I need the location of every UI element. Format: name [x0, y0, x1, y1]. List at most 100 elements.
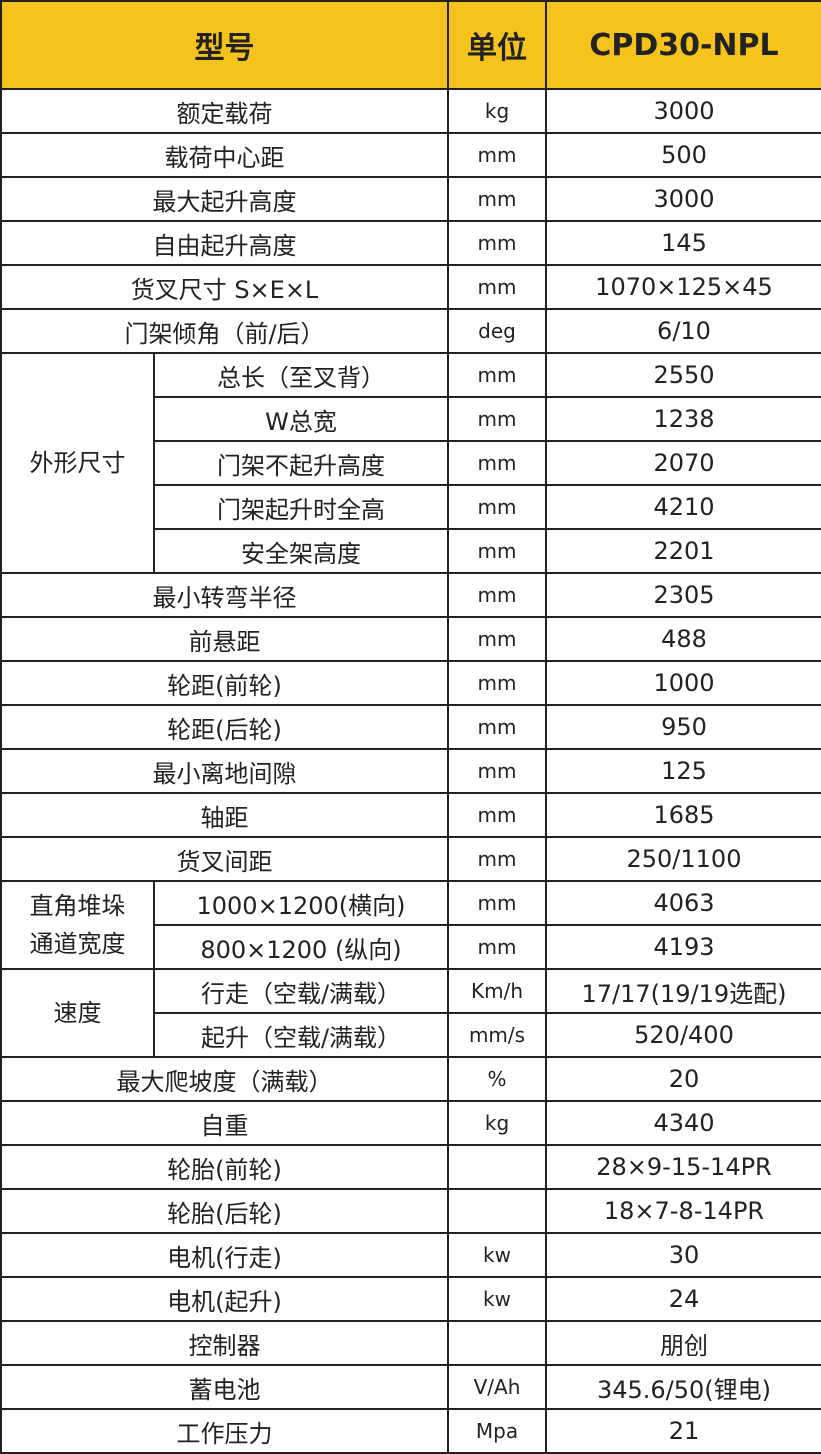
item-name: 最大起升高度	[0, 176, 449, 222]
row: 外形尺寸 总长（至叉背） mm 2550	[0, 352, 821, 574]
header-row: 型号 单位 CPD30-NPL	[0, 0, 821, 90]
value: 520/400	[545, 1012, 821, 1058]
unit: mm	[447, 836, 547, 882]
row: 门架不起升高度 mm 2070	[1, 440, 821, 486]
value: 18×7-8-14PR	[545, 1188, 821, 1234]
value: 4063	[545, 880, 821, 926]
row: 前悬距 mm 488	[0, 616, 821, 662]
row: 最小转弯半径 mm 2305	[0, 572, 821, 618]
value: 250/1100	[545, 836, 821, 882]
item-name: 800×1200 (纵向)	[153, 924, 449, 970]
value: 1070×125×45	[545, 264, 821, 310]
unit: mm	[447, 132, 547, 178]
unit: kw	[447, 1232, 547, 1278]
item-name: 最大爬坡度（满载）	[0, 1056, 449, 1102]
unit: mm	[447, 704, 547, 750]
value: 2201	[545, 528, 821, 574]
row: 蓄电池 V/Ah 345.6/50(锂电)	[0, 1364, 821, 1410]
row: 起升（空载/满载） mm/s 520/400	[1, 1012, 821, 1058]
value: 3000	[545, 176, 821, 222]
item-name: 最小离地间隙	[0, 748, 449, 794]
row: 轮胎(后轮) 18×7-8-14PR	[0, 1188, 821, 1234]
row: 800×1200 (纵向) mm 4193	[1, 924, 821, 970]
item-name: 总长（至叉背）	[153, 352, 449, 398]
unit: mm	[447, 792, 547, 838]
value: 488	[545, 616, 821, 662]
value: 1685	[545, 792, 821, 838]
value: 145	[545, 220, 821, 266]
item-name: 轮距(前轮)	[0, 660, 449, 706]
row: 载荷中心距 mm 500	[0, 132, 821, 178]
item-name: 前悬距	[0, 616, 449, 662]
unit: kg	[447, 88, 547, 134]
row: 轮距(后轮) mm 950	[0, 704, 821, 750]
item-name: 蓄电池	[0, 1364, 449, 1410]
group-name: 外形尺寸	[0, 352, 155, 574]
value: 4210	[545, 484, 821, 530]
item-name: 门架起升时全高	[153, 484, 449, 530]
unit: Km/h	[447, 968, 547, 1014]
header-cell: 型号	[0, 0, 449, 90]
item-name: 电机(行走)	[0, 1232, 449, 1278]
value: 4340	[545, 1100, 821, 1146]
value: 2305	[545, 572, 821, 618]
unit: mm	[447, 440, 547, 486]
value: 500	[545, 132, 821, 178]
unit: mm	[447, 264, 547, 310]
group-name: 直角堆垛 通道宽度	[0, 880, 155, 970]
item-name: 1000×1200(横向)	[153, 880, 449, 926]
value: 3000	[545, 88, 821, 134]
item-name: 工作压力	[0, 1408, 449, 1454]
value: 950	[545, 704, 821, 750]
item-name: 自重	[0, 1100, 449, 1146]
value: 20	[545, 1056, 821, 1102]
row: 工作压力 Mpa 21	[0, 1408, 821, 1454]
value: 28×9-15-14PR	[545, 1144, 821, 1190]
unit: deg	[447, 308, 547, 354]
row: 轮胎(前轮) 28×9-15-14PR	[0, 1144, 821, 1190]
row: 轴距 mm 1685	[0, 792, 821, 838]
item-name: 门架不起升高度	[153, 440, 449, 486]
value: 17/17(19/19选配)	[545, 968, 821, 1014]
unit: mm	[447, 660, 547, 706]
row: 自由起升高度 mm 145	[0, 220, 821, 266]
row: 安全架高度 mm 2201	[1, 528, 821, 574]
header-cell: 单位	[447, 0, 547, 90]
item-name: 载荷中心距	[0, 132, 449, 178]
row: W总宽 mm 1238	[1, 396, 821, 442]
group-name: 速度	[0, 968, 155, 1058]
unit: mm	[447, 220, 547, 266]
item-name: 轮胎(后轮)	[0, 1188, 449, 1234]
row: 速度 行走（空载/满载） Km/h 17/17(19/19选配)	[0, 968, 821, 1058]
item-name: 起升（空载/满载）	[153, 1012, 449, 1058]
unit	[447, 1144, 547, 1190]
unit	[447, 1320, 547, 1366]
item-name: 货叉尺寸 S×E×L	[0, 264, 449, 310]
item-name: 货叉间距	[0, 836, 449, 882]
unit: mm	[447, 748, 547, 794]
unit: mm	[447, 572, 547, 618]
row: 门架起升时全高 mm 4210	[1, 484, 821, 530]
header-cell: CPD30-NPL	[545, 0, 821, 90]
value: 4193	[545, 924, 821, 970]
item-name: 电机(起升)	[0, 1276, 449, 1322]
item-name: 门架倾角（前/后）	[0, 308, 449, 354]
row: 控制器 朋创	[0, 1320, 821, 1366]
unit: kg	[447, 1100, 547, 1146]
value: 1000	[545, 660, 821, 706]
value: 6/10	[545, 308, 821, 354]
row: 门架倾角（前/后） deg 6/10	[0, 308, 821, 354]
unit: mm	[447, 352, 547, 398]
row: 货叉尺寸 S×E×L mm 1070×125×45	[0, 264, 821, 310]
row: 最大爬坡度（满载）% 20	[0, 1056, 821, 1102]
value: 2550	[545, 352, 821, 398]
value: 1238	[545, 396, 821, 442]
unit: mm/s	[447, 1012, 547, 1058]
unit: mm	[447, 528, 547, 574]
row: 货叉间距 mm 250/1100	[0, 836, 821, 882]
item-name: W总宽	[153, 396, 449, 442]
unit: kw	[447, 1276, 547, 1322]
table-body: 额定载荷 kg 3000 载荷中心距 mm 500 最大起升高度 mm 3000 自由起升高度 mm…	[0, 88, 821, 1454]
